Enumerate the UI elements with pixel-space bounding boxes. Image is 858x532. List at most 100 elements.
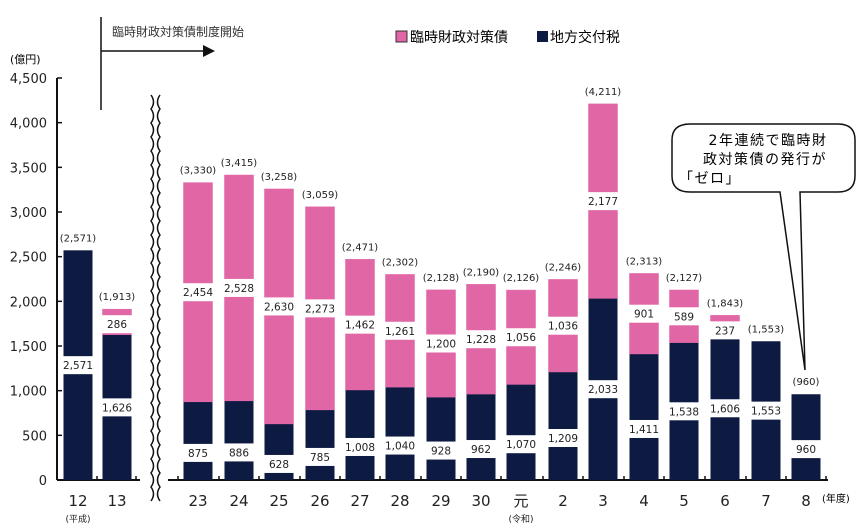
data-label-background bbox=[668, 402, 700, 421]
data-label-background bbox=[425, 441, 457, 460]
data-label-background bbox=[465, 330, 497, 349]
y-tick-label: 500 bbox=[22, 429, 47, 444]
data-label: 1,462 bbox=[345, 320, 375, 332]
data-label-background bbox=[668, 307, 700, 326]
data-label: 2,528 bbox=[224, 283, 254, 295]
y-tick-label: 3,500 bbox=[10, 161, 47, 176]
data-label: 962 bbox=[471, 444, 491, 456]
total-label: (2,302) bbox=[382, 257, 419, 268]
x-tick-label: 23 bbox=[188, 492, 207, 510]
data-label: 1,538 bbox=[669, 406, 699, 418]
data-label-background bbox=[344, 437, 376, 456]
total-label: (2,571) bbox=[60, 233, 97, 244]
data-label-background bbox=[547, 428, 579, 447]
data-label: 1,209 bbox=[548, 433, 578, 445]
y-unit-label: (億円) bbox=[10, 53, 41, 66]
bar-koufuzei-30 bbox=[466, 394, 496, 480]
bar-koufuzei-26 bbox=[305, 409, 335, 480]
total-label: (3,415) bbox=[221, 158, 258, 169]
data-label: 1,070 bbox=[506, 439, 536, 451]
y-tick-label: 2,500 bbox=[10, 251, 47, 266]
x-tick-label: 5 bbox=[679, 492, 689, 510]
x-tick-label: 8 bbox=[801, 492, 811, 510]
y-tick-label: 0 bbox=[39, 474, 47, 489]
data-label: 901 bbox=[634, 309, 654, 321]
data-label-background bbox=[628, 304, 660, 323]
x-tick-label: 29 bbox=[431, 492, 450, 510]
total-label: (4,211) bbox=[585, 87, 622, 98]
data-label: 1,411 bbox=[629, 424, 659, 436]
bar-koufuzei-23 bbox=[183, 401, 213, 480]
data-label-background bbox=[223, 443, 255, 462]
data-label-background bbox=[182, 443, 214, 462]
data-label-background bbox=[587, 380, 619, 399]
x-tick-label: 30 bbox=[471, 492, 490, 510]
data-label: 875 bbox=[188, 448, 208, 460]
data-label-background bbox=[263, 297, 295, 316]
data-label-background bbox=[304, 299, 336, 318]
x-tick-label: 元 bbox=[513, 492, 528, 510]
data-label: 1,040 bbox=[385, 441, 415, 453]
data-label-background bbox=[223, 278, 255, 297]
bar-koufuzei-28 bbox=[385, 387, 415, 480]
data-label: 1,606 bbox=[710, 403, 740, 415]
total-label: (3,330) bbox=[180, 166, 217, 177]
data-label: 2,177 bbox=[588, 196, 618, 208]
x-tick-label: 25 bbox=[269, 492, 288, 510]
total-label: (2,128) bbox=[423, 273, 460, 284]
x-tick-label: 7 bbox=[761, 492, 771, 510]
total-label: (1,553) bbox=[748, 324, 785, 335]
data-label-background bbox=[628, 419, 660, 438]
data-label: 1,008 bbox=[345, 442, 375, 454]
x-tick-label: 6 bbox=[720, 492, 730, 510]
bar-koufuzei-29 bbox=[426, 397, 456, 480]
bar-koufuzei-4 bbox=[629, 353, 659, 480]
callout-line-1: 2年連続で臨時財 bbox=[709, 132, 828, 149]
x-tick-label: 2 bbox=[558, 492, 568, 510]
data-label-background bbox=[304, 447, 336, 466]
legend-swatch-rinji bbox=[395, 30, 408, 43]
data-label-background bbox=[505, 328, 537, 347]
callout-line-3: 「ゼロ」 bbox=[679, 171, 741, 187]
total-label: (2,190) bbox=[463, 267, 500, 278]
x-tick-label: 3 bbox=[598, 492, 608, 510]
data-label: 928 bbox=[431, 446, 451, 458]
data-label-background bbox=[263, 454, 295, 473]
arrow-head-icon bbox=[203, 45, 215, 57]
era-label: (令和) bbox=[508, 513, 533, 525]
data-label: 2,571 bbox=[63, 360, 93, 372]
data-label: 886 bbox=[229, 447, 249, 459]
data-label: 2,273 bbox=[305, 303, 335, 315]
total-label: (1,843) bbox=[707, 298, 744, 309]
data-label-background bbox=[182, 283, 214, 302]
x-tick-label: 26 bbox=[310, 492, 329, 510]
total-label: (2,126) bbox=[503, 273, 540, 284]
start-arrow-label: 臨時財政対策債制度開始 bbox=[112, 24, 244, 39]
data-label-background bbox=[384, 321, 416, 340]
bar-koufuzei-2 bbox=[548, 371, 578, 480]
y-tick-label: 3,000 bbox=[10, 206, 47, 221]
data-label: 1,036 bbox=[548, 321, 578, 333]
data-label-background bbox=[101, 315, 133, 334]
y-tick-label: 1,000 bbox=[10, 385, 47, 400]
y-tick-label: 2,000 bbox=[10, 295, 47, 310]
data-label-background bbox=[750, 401, 782, 420]
x-tick-label: 27 bbox=[350, 492, 369, 510]
total-label: (2,127) bbox=[666, 273, 703, 284]
x-tick-label: 13 bbox=[107, 492, 126, 510]
total-label: (3,258) bbox=[261, 172, 298, 183]
data-label: 2,033 bbox=[588, 384, 618, 396]
data-label-background bbox=[101, 398, 133, 417]
total-label: (1,913) bbox=[99, 292, 136, 303]
data-label: 237 bbox=[715, 325, 735, 337]
data-label: 1,056 bbox=[506, 332, 536, 344]
data-label-background bbox=[790, 440, 822, 459]
data-label-background bbox=[384, 436, 416, 455]
data-label: 286 bbox=[107, 319, 127, 331]
bar-koufuzei-24 bbox=[224, 400, 254, 480]
data-label: 2,454 bbox=[183, 287, 213, 299]
x-tick-label: 4 bbox=[639, 492, 649, 510]
callout-line-2: 政対策債の発行が bbox=[703, 151, 827, 168]
data-label-background bbox=[62, 356, 94, 375]
data-label: 785 bbox=[310, 452, 330, 464]
